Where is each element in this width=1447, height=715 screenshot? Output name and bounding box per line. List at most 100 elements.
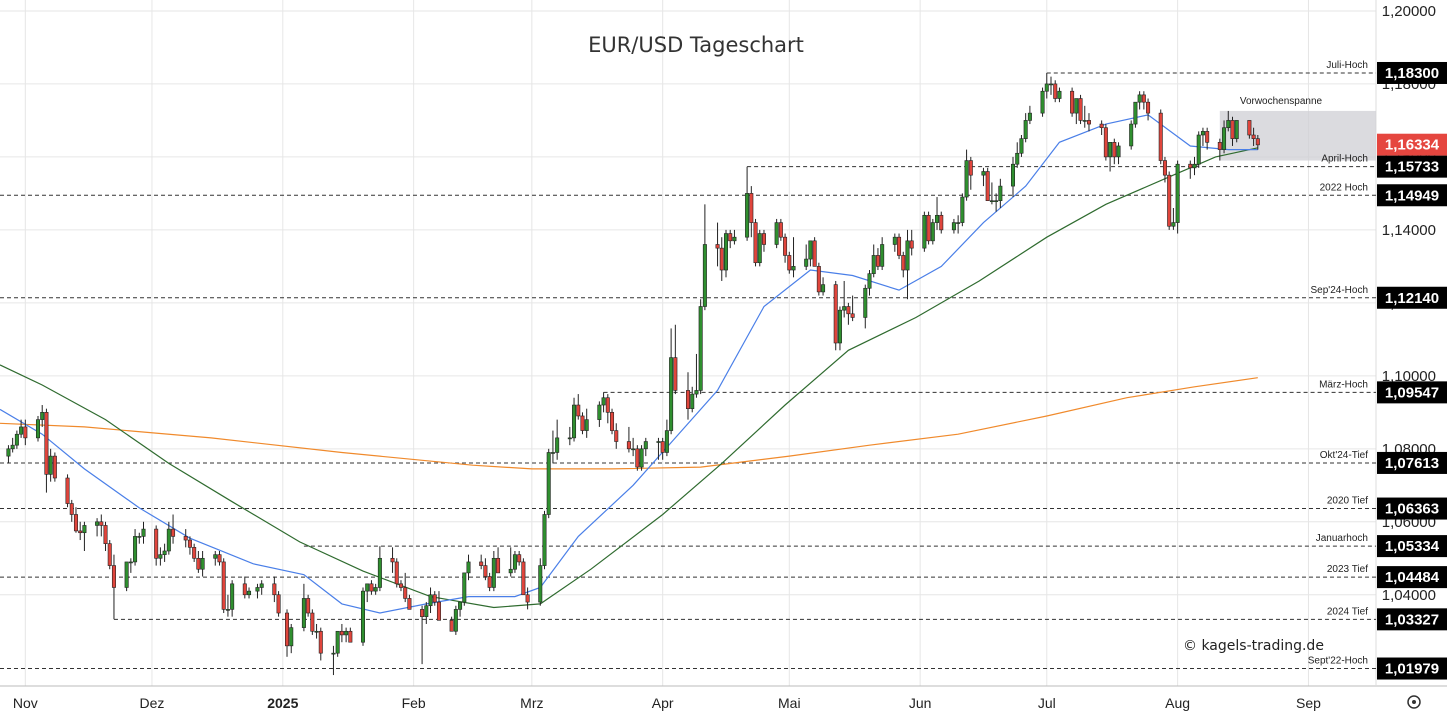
sma50-line [0, 147, 1258, 609]
candle [217, 550, 222, 566]
x-tick-label: Aug [1165, 695, 1190, 711]
range-box: Vorwochenspanne [1219, 96, 1376, 161]
candle-body [365, 583, 370, 592]
candle-body [753, 222, 758, 264]
level-name-11: Sept'22-Hoch [1308, 656, 1368, 667]
level-price-box: 1,16334 [1377, 133, 1447, 156]
candle-body [48, 455, 53, 475]
candle [1175, 160, 1180, 234]
candle-body [1027, 112, 1032, 121]
candle [508, 547, 513, 577]
candle [1222, 120, 1227, 154]
candle [610, 408, 615, 435]
candle [935, 197, 940, 230]
candle [398, 580, 403, 592]
candle [458, 601, 463, 617]
candle [926, 211, 931, 245]
candle [846, 302, 851, 325]
candle [981, 167, 986, 187]
candle-body [339, 630, 344, 636]
candle [82, 521, 87, 551]
candle-body [247, 590, 252, 596]
candle-body [1234, 120, 1239, 139]
candle [816, 262, 821, 296]
candle [111, 554, 116, 620]
candle-body [289, 627, 294, 647]
candle [905, 229, 910, 300]
sma20-line [0, 114, 1258, 614]
candle [732, 229, 737, 245]
candle [1234, 120, 1239, 143]
candle-body [715, 244, 720, 249]
candle [1044, 72, 1049, 99]
candle-body [192, 547, 197, 559]
candle [1196, 131, 1201, 168]
x-tick-label: Nov [13, 695, 38, 711]
candle [424, 602, 429, 624]
candle-body [1116, 145, 1121, 158]
candle-body [517, 554, 522, 563]
level-price-box: 1,18300 [1377, 61, 1447, 84]
candle-body [360, 590, 365, 643]
candle-body [550, 452, 555, 454]
x-tick-label: Jun [909, 695, 932, 711]
level-price-bg [1377, 608, 1447, 631]
candle-body [103, 525, 108, 544]
level-price-bg [1377, 61, 1447, 84]
candle-body [390, 557, 395, 563]
range-box-label: Vorwochenspanne [1240, 96, 1323, 107]
level-name-6: Okt'24-Tief [1320, 450, 1368, 461]
candle [1015, 142, 1020, 168]
candle-body [420, 609, 425, 617]
candle [871, 244, 876, 278]
candle [1171, 207, 1176, 230]
candle-body [95, 521, 100, 526]
candle [1019, 135, 1024, 157]
candle [673, 324, 678, 395]
level-price-box: 1,14949 [1377, 184, 1447, 207]
y-tick-label: 1,20000 [1382, 3, 1436, 20]
candle [52, 452, 57, 482]
candle [698, 299, 703, 395]
candle-body [183, 536, 188, 541]
candle-body [761, 233, 766, 245]
candle [154, 525, 159, 566]
candle [669, 328, 674, 435]
candle [512, 550, 517, 573]
candle-body [1251, 134, 1256, 139]
candle-body [1217, 142, 1222, 150]
candle [1099, 120, 1104, 136]
candle [1162, 156, 1167, 183]
candle-body [496, 557, 501, 574]
candle-body [1023, 120, 1028, 139]
level-price-box: 1,03327 [1377, 608, 1447, 631]
candle [1116, 142, 1121, 165]
candle [572, 397, 577, 442]
candle [200, 550, 205, 577]
level-price-bg [1377, 657, 1447, 680]
candle-body [82, 525, 87, 534]
candle [230, 580, 235, 617]
candle-body [1200, 131, 1205, 136]
candle-body [137, 536, 142, 538]
candle [255, 583, 260, 599]
candle-body [816, 266, 821, 293]
candle-body [19, 426, 24, 435]
candle-body [939, 214, 944, 231]
candle-body [597, 404, 602, 420]
candle-body [301, 598, 306, 628]
candle-body [1162, 160, 1167, 176]
candle-body [318, 630, 323, 654]
candle-body [930, 222, 935, 242]
candle [1108, 142, 1113, 172]
candle [272, 576, 277, 603]
candle-body [567, 437, 572, 440]
candle [23, 419, 28, 446]
candle [1112, 138, 1117, 165]
candle-body [875, 255, 880, 267]
candle-body [166, 528, 171, 552]
candle [331, 645, 336, 676]
settings-icon[interactable] [1407, 695, 1421, 709]
level-name-0: Juli-Hoch [1326, 60, 1368, 71]
candle-body [73, 514, 78, 532]
